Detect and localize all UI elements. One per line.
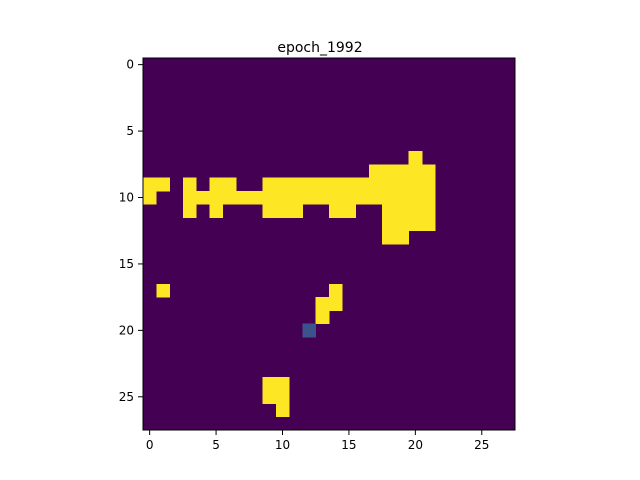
- heatmap-cell: [143, 177, 157, 192]
- heatmap-cell: [156, 177, 170, 192]
- heatmap-cell: [222, 177, 237, 192]
- heatmap-cell: [182, 190, 197, 205]
- heatmap-cell: [408, 151, 423, 165]
- heatmap-cell: [422, 177, 436, 192]
- x-tick-label: 10: [275, 438, 290, 452]
- heatmap-cell: [315, 310, 330, 325]
- y-tick-label: 25: [119, 390, 134, 404]
- heatmap-cell: [408, 177, 423, 192]
- x-tick-label: 0: [146, 438, 154, 452]
- heatmap-cell: [395, 190, 410, 205]
- heatmap-cell: [422, 217, 436, 232]
- heatmap-cell: [222, 190, 237, 205]
- heatmap-cell: [395, 230, 410, 245]
- plot-area: [142, 57, 516, 431]
- heatmap-cell: [395, 217, 410, 232]
- heatmap-cell: [315, 190, 330, 205]
- y-tick-label: 10: [119, 191, 134, 205]
- heatmap-cell: [395, 177, 410, 192]
- y-tick-label: 20: [119, 323, 134, 337]
- heatmap-cell: [275, 390, 290, 404]
- heatmap-cell: [182, 204, 197, 218]
- heatmap-cell: [382, 190, 396, 205]
- heatmap-cell: [395, 164, 410, 178]
- heatmap-cell: [408, 164, 423, 178]
- x-tick-label: 25: [474, 438, 489, 452]
- heatmap-cell: [209, 204, 224, 218]
- heatmap-cell: [302, 323, 317, 338]
- heatmap-cell: [315, 177, 330, 192]
- heatmap-cell: [262, 376, 277, 391]
- heatmap-cell: [382, 230, 396, 245]
- chart-title: epoch_1992: [277, 40, 362, 56]
- heatmap-cell: [249, 190, 263, 205]
- x-axis: 0 5 10 15 20 25: [146, 430, 489, 452]
- heatmap-cell: [422, 164, 436, 178]
- heatmap-cell: [382, 164, 396, 178]
- heatmap-cell: [315, 297, 330, 311]
- x-tick-label: 20: [408, 438, 423, 452]
- heatmap-cell: [302, 190, 317, 205]
- heatmap-cell: [329, 204, 343, 218]
- heatmap-background: [143, 58, 515, 430]
- heatmap-cell: [302, 177, 317, 192]
- heatmap-cell: [329, 190, 343, 205]
- heatmap-cell: [368, 164, 383, 178]
- heatmap-cell: [275, 403, 290, 418]
- y-axis: 0 5 10 15 20 25: [119, 58, 143, 404]
- heatmap-cell: [289, 177, 303, 192]
- heatmap-cell: [368, 177, 383, 192]
- heatmap-cell: [329, 283, 343, 298]
- heatmap-cell: [236, 190, 250, 205]
- heatmap-cell: [342, 190, 356, 205]
- heatmap-cell: [408, 204, 423, 218]
- y-tick-label: 0: [126, 58, 134, 72]
- heatmap-cell: [275, 190, 290, 205]
- plot-frame: [142, 57, 516, 431]
- heatmap-cell: [382, 177, 396, 192]
- heatmap-cell: [275, 177, 290, 192]
- heatmap-cell: [262, 204, 277, 218]
- heatmap-cell: [382, 217, 396, 232]
- heatmap-cell: [355, 190, 370, 205]
- heatmap-cell: [342, 177, 356, 192]
- heatmap-cell: [182, 177, 197, 192]
- heatmap-cell: [368, 190, 383, 205]
- heatmap-cell: [262, 190, 277, 205]
- heatmap-cell: [329, 297, 343, 311]
- heatmap-cell: [422, 190, 436, 205]
- heatmap-cell: [355, 177, 370, 192]
- y-tick-label: 15: [119, 257, 134, 271]
- heatmap-cell: [289, 204, 303, 218]
- x-tick-label: 15: [341, 438, 356, 452]
- heatmap-cell: [275, 376, 290, 391]
- heatmap-cell: [262, 390, 277, 404]
- heatmap-cell: [408, 190, 423, 205]
- heatmap-cell: [262, 177, 277, 192]
- heatmap-cell: [395, 204, 410, 218]
- heatmap-cell: [275, 204, 290, 218]
- heatmap-cell: [382, 204, 396, 218]
- heatmap-cell: [196, 190, 210, 205]
- heatmap-cell: [209, 190, 224, 205]
- heatmap-cell: [342, 204, 356, 218]
- y-tick-label: 5: [126, 124, 134, 138]
- heatmap-cell: [156, 283, 170, 298]
- heatmap-cell: [209, 177, 224, 192]
- heatmap-cell: [422, 204, 436, 218]
- heatmap-cell: [289, 190, 303, 205]
- heatmap-cell: [408, 217, 423, 232]
- heatmap-cell: [329, 177, 343, 192]
- heatmap-cell: [143, 190, 157, 205]
- x-tick-label: 5: [212, 438, 220, 452]
